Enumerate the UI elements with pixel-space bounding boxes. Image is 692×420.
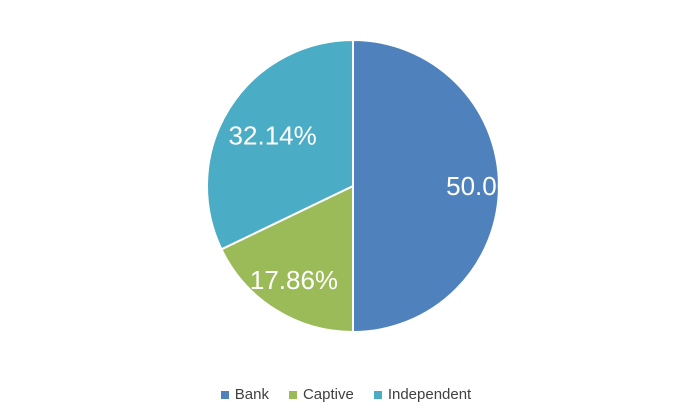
- data-label-independent: 32.14%: [229, 121, 317, 151]
- legend: Bank Captive Independent: [0, 386, 692, 403]
- legend-label-captive: Captive: [302, 386, 354, 403]
- pie-slice-captive: [220, 184, 354, 334]
- legend-label-bank: Bank: [234, 386, 269, 403]
- legend-label-independent: Independent: [387, 386, 472, 403]
- legend-item-independent: Independent: [373, 386, 472, 403]
- legend-item-bank: Bank: [220, 386, 269, 403]
- data-label-bank: 50.00%: [446, 171, 534, 201]
- pie-slice-bank: [352, 38, 500, 334]
- pie-chart: 50.00% 17.86% 32.14%: [206, 38, 534, 334]
- data-label-captive: 17.86%: [250, 265, 338, 295]
- legend-swatch-independent: [373, 390, 382, 399]
- legend-swatch-bank: [220, 390, 229, 399]
- legend-swatch-captive: [288, 390, 297, 399]
- legend-item-captive: Captive: [288, 386, 354, 403]
- pie-slice-independent: [206, 38, 354, 251]
